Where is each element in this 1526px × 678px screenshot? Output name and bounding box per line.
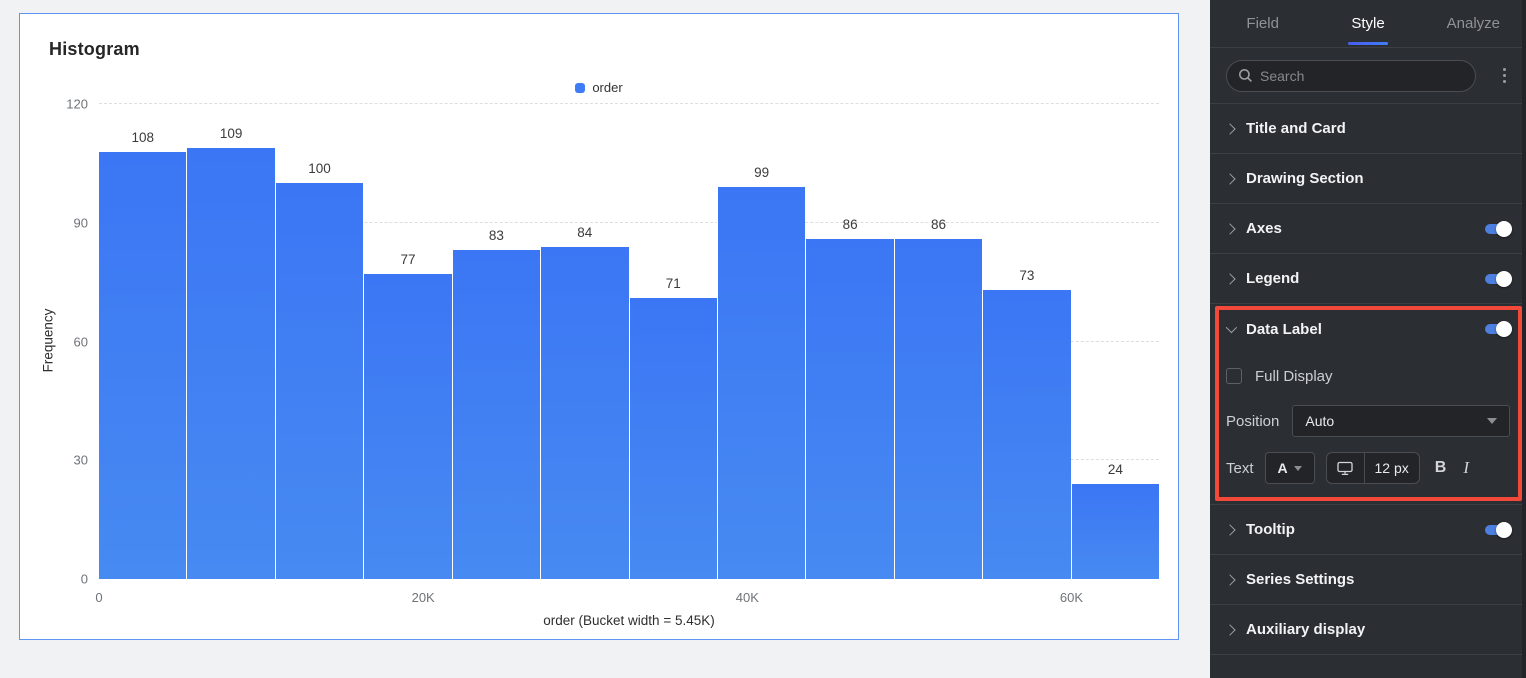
gridline: [99, 221, 1159, 223]
histogram-bar[interactable]: 73: [982, 268, 1071, 579]
histogram-bar[interactable]: 100: [274, 161, 364, 579]
position-select[interactable]: Auto: [1292, 405, 1510, 437]
tooltip-toggle[interactable]: [1485, 521, 1512, 538]
bar-data-label: 99: [754, 165, 770, 181]
more-options-icon[interactable]: [1499, 64, 1510, 87]
font-size-value[interactable]: 12 px: [1374, 460, 1409, 476]
histogram-bar[interactable]: 86: [805, 217, 894, 579]
histogram-bar[interactable]: 99: [716, 165, 806, 579]
tab-analyze[interactable]: Analyze: [1446, 15, 1500, 32]
italic-button[interactable]: I: [1463, 458, 1469, 477]
bar-data-label: 73: [1019, 268, 1035, 284]
gridline: [99, 103, 1159, 104]
style-panel: Field Style Analyze Title and Card Drawi…: [1210, 0, 1526, 678]
chevron-right-icon: [1224, 523, 1236, 536]
section-data-label-block: Data Label Full Display Position Auto Te…: [1210, 304, 1526, 505]
bold-button[interactable]: B: [1434, 459, 1447, 476]
full-display-row: Full Display: [1210, 354, 1526, 398]
legend-item-order[interactable]: order: [575, 80, 623, 95]
histogram-bar[interactable]: 77: [363, 252, 452, 579]
histogram-bar[interactable]: 84: [540, 225, 629, 579]
bar-data-label: 71: [665, 275, 681, 291]
legend-swatch-icon: [575, 82, 586, 93]
y-axis-tick: 0: [80, 571, 88, 587]
histogram-plot: 108 109 100 77 83 84 71 99 86 86 73 24 order (Bucke…: [41, 97, 1160, 628]
y-axis-tick: 120: [66, 96, 88, 112]
bar-data-label: 86: [842, 216, 858, 232]
bar-data-label: 24: [1107, 462, 1123, 477]
x-axis-tick: 40K: [735, 590, 759, 605]
screen-icon[interactable]: [1327, 453, 1365, 483]
histogram-bar[interactable]: 86: [893, 217, 983, 579]
position-label: Position: [1226, 412, 1280, 430]
axes-toggle[interactable]: [1485, 220, 1512, 237]
x-axis-tick: 20K: [411, 590, 435, 605]
histogram-bar[interactable]: 24: [1070, 462, 1160, 579]
section-series-settings[interactable]: Series Settings: [1210, 555, 1526, 605]
chevron-down-icon: [1225, 321, 1238, 334]
font-color-dropdown[interactable]: A: [1264, 452, 1315, 484]
position-select-value: Auto: [1305, 413, 1335, 429]
y-axis-tick: 60: [73, 334, 88, 349]
bar-data-label: 83: [488, 228, 504, 244]
histogram-bar[interactable]: 71: [628, 276, 717, 579]
chevron-right-icon: [1224, 122, 1236, 135]
search-row: [1210, 48, 1526, 104]
text-label: Text: [1226, 459, 1254, 477]
y-axis-tick: 30: [73, 452, 88, 468]
bar-data-label: 108: [131, 129, 154, 145]
section-data-label[interactable]: Data Label: [1210, 304, 1526, 354]
chevron-right-icon: [1224, 272, 1236, 285]
caret-down-icon: [1293, 465, 1302, 471]
panel-scroll-gutter: [1522, 0, 1526, 678]
y-axis-title: Frequency: [40, 308, 56, 372]
chart-card: Histogram order 108 109 100 77 83 84 71 99 86 86 7…: [19, 13, 1179, 640]
x-axis-tick: 0: [95, 590, 103, 605]
bar-data-label: 109: [219, 125, 243, 141]
histogram-bar[interactable]: 108: [99, 130, 187, 579]
tab-field[interactable]: Field: [1246, 15, 1279, 32]
data-label-toggle[interactable]: [1485, 321, 1512, 337]
bar-data-label: 86: [930, 216, 947, 232]
section-axes[interactable]: Axes: [1210, 204, 1526, 254]
legend-toggle[interactable]: [1485, 270, 1512, 287]
chevron-right-icon: [1224, 222, 1236, 235]
legend-label: order: [592, 80, 623, 95]
x-axis-title: order (Bucket width = 5.45K): [543, 613, 715, 628]
text-style-row: Text A 12 px B I: [1210, 444, 1526, 492]
x-axis-tick: 60K: [1059, 590, 1084, 605]
section-title-and-card[interactable]: Title and Card: [1210, 104, 1526, 154]
chevron-right-icon: [1224, 623, 1236, 636]
chevron-right-icon: [1224, 172, 1236, 185]
search-input[interactable]: [1260, 67, 1464, 84]
section-drawing-section[interactable]: Drawing Section: [1210, 154, 1526, 204]
histogram-bar[interactable]: 83: [451, 228, 541, 579]
y-axis-tick: 90: [73, 215, 88, 231]
bar-data-label: 84: [577, 224, 593, 240]
tab-style[interactable]: Style: [1315, 0, 1420, 47]
chart-legend: order: [20, 80, 1178, 95]
caret-down-icon: [1487, 418, 1497, 424]
histogram-bar[interactable]: 109: [186, 126, 275, 579]
histogram-bars: 108 109 100 77 83 84 71 99 86 86 73 24: [99, 104, 1160, 579]
chevron-right-icon: [1224, 573, 1236, 586]
chart-title: Histogram: [49, 39, 140, 59]
section-tooltip[interactable]: Tooltip: [1210, 505, 1526, 555]
search-icon: [1239, 69, 1252, 82]
section-auxiliary-display[interactable]: Auxiliary display: [1210, 605, 1526, 655]
search-box[interactable]: [1226, 59, 1476, 92]
font-size-group: 12 px: [1325, 452, 1420, 484]
full-display-label: Full Display: [1255, 367, 1333, 385]
bar-data-label: 77: [400, 252, 416, 268]
full-display-checkbox[interactable]: [1226, 368, 1242, 384]
section-legend[interactable]: Legend: [1210, 254, 1526, 304]
bar-data-label: 100: [308, 161, 331, 177]
panel-tabs: Field Style Analyze: [1210, 0, 1526, 48]
position-row: Position Auto: [1210, 398, 1526, 444]
